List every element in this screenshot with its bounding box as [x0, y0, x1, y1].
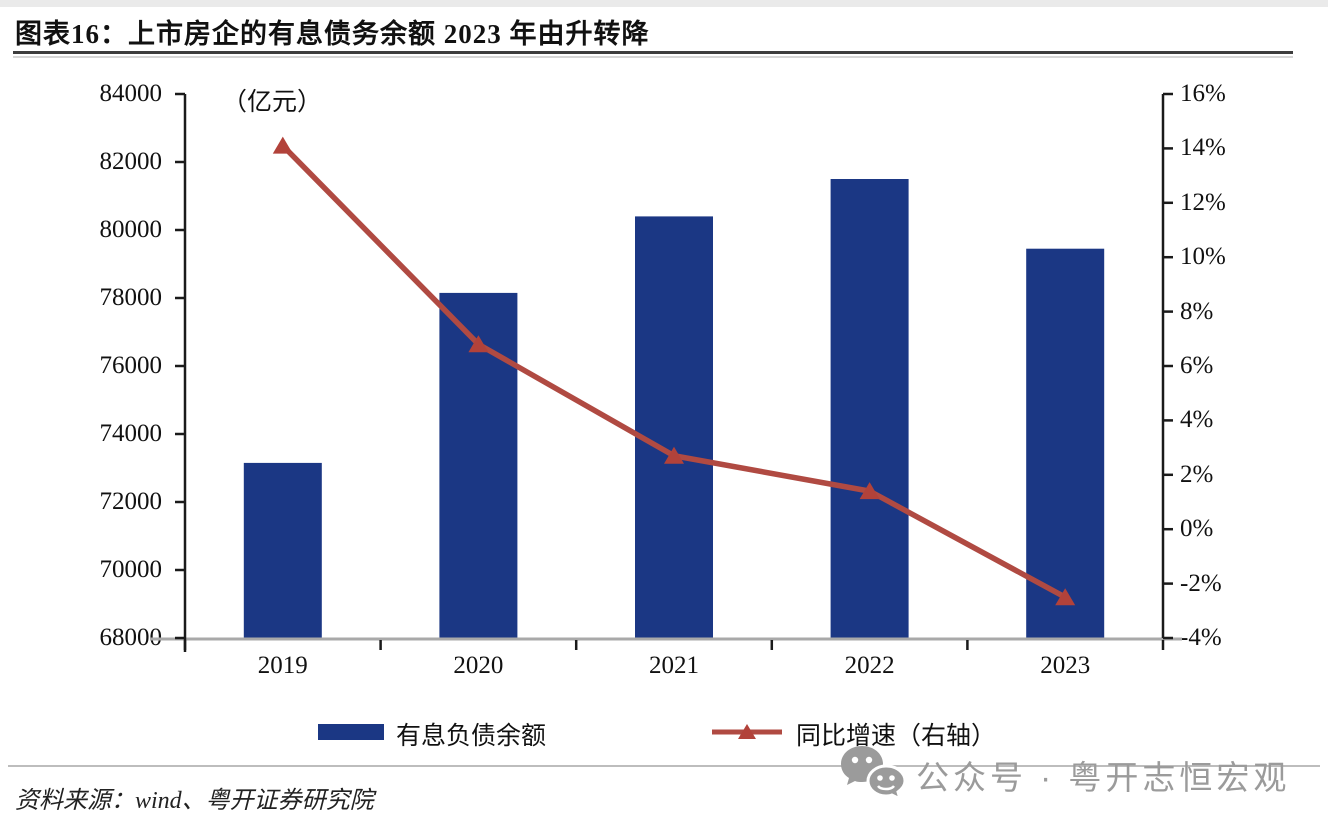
left-axis-tick-label: 84000 — [99, 80, 163, 107]
line-marker-2023 — [1055, 588, 1076, 606]
line-marker-2022 — [859, 482, 880, 500]
chart-title: 图表16：上市房企的有息债务余额 2023 年由升转降 — [15, 19, 650, 49]
right-axis-tick-label: 14% — [1180, 134, 1226, 162]
x-axis-label-2022: 2022 — [844, 652, 895, 679]
right-axis-tick-label: 10% — [1180, 243, 1226, 271]
left-axis-tick-label: 82000 — [99, 148, 163, 175]
chart-plot-area — [150, 92, 1182, 652]
left-axis-tick-label: 74000 — [99, 420, 163, 447]
title-rule-shadow — [13, 56, 1293, 58]
right-axis-tick-label: 6% — [1180, 352, 1214, 379]
page-top-band — [0, 0, 1328, 7]
bar-2023 — [1026, 248, 1105, 638]
x-axis-label-2019: 2019 — [257, 652, 308, 679]
left-axis-tick-label: 78000 — [99, 284, 163, 311]
right-axis-tick-label: -2% — [1180, 569, 1222, 597]
legend-label-debt-balance: 有息负债余额 — [396, 723, 547, 750]
line-marker-2020 — [468, 335, 489, 353]
left-axis-tick-label: 80000 — [99, 216, 163, 243]
watermark: 公众号 · 粤开志恒宏观 — [840, 744, 1290, 806]
right-axis-tick-label: 12% — [1180, 188, 1226, 216]
left-axis-tick-label: 70000 — [99, 556, 163, 583]
x-axis-label-2021: 2021 — [649, 652, 699, 679]
right-axis-tick-label: 4% — [1180, 406, 1214, 434]
right-axis-tick-label: 8% — [1180, 297, 1214, 325]
left-axis-tick-label: 76000 — [99, 352, 163, 379]
right-axis-tick-label: 2% — [1180, 460, 1214, 488]
bar-2019 — [243, 462, 322, 638]
right-axis-tick-label: -4% — [1180, 624, 1222, 651]
footer-separator-line — [8, 765, 1320, 767]
right-axis-tick-label: 16% — [1180, 80, 1226, 107]
right-axis-tick-label: 0% — [1180, 515, 1214, 543]
legend-label-yoy-growth: 同比增速（右轴） — [796, 723, 997, 750]
left-axis-unit-label: （亿元） — [222, 89, 323, 116]
x-axis-label-2020: 2020 — [453, 652, 504, 679]
bar-2021 — [635, 216, 713, 638]
bar-2022 — [830, 179, 909, 638]
legend-bar-swatch — [318, 724, 384, 740]
legend-line-marker-swatch — [712, 724, 782, 739]
left-axis-tick-label: 72000 — [99, 488, 163, 515]
title-rule — [13, 51, 1293, 54]
source-note: 资料来源：wind、粤开证券研究院 — [15, 788, 374, 814]
wechat-icon — [841, 746, 906, 802]
line-marker-2019 — [272, 136, 293, 154]
watermark-text: 公众号 · 粤开志恒宏观 — [916, 759, 1291, 796]
x-axis-label-2023: 2023 — [1040, 652, 1091, 679]
line-marker-2021 — [664, 446, 684, 464]
